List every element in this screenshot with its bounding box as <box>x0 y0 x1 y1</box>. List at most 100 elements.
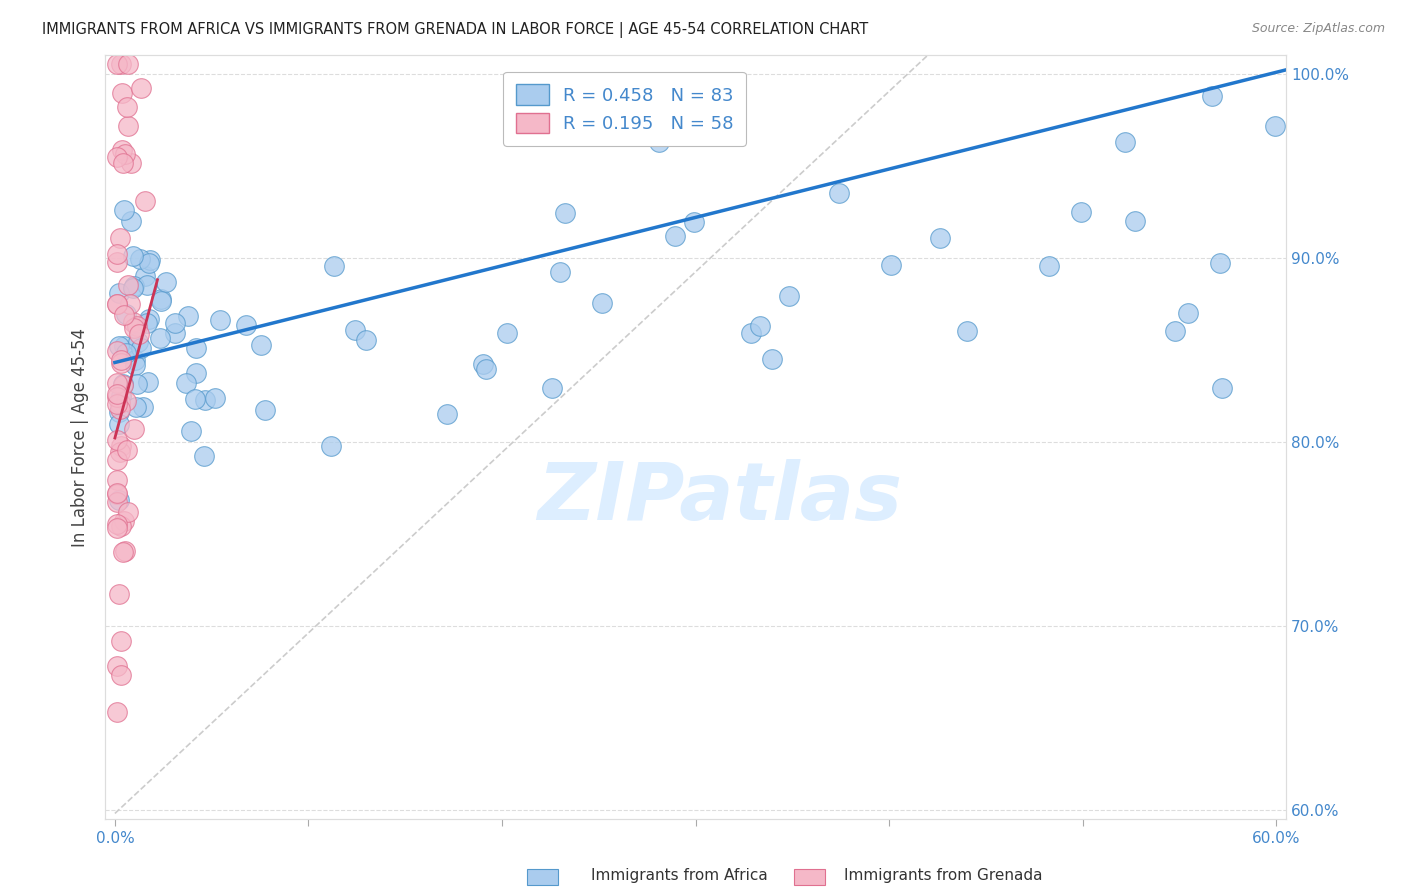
Point <box>495 326 517 340</box>
Y-axis label: In Labor Force | Age 45-54: In Labor Force | Age 45-54 <box>72 327 89 547</box>
Point <box>105 150 128 164</box>
Point <box>136 375 159 389</box>
Point <box>107 339 129 353</box>
Point <box>111 155 134 169</box>
Point <box>112 378 135 392</box>
Point <box>105 658 128 673</box>
Point <box>471 357 494 371</box>
Point <box>114 346 136 360</box>
Text: Immigrants from Grenada: Immigrants from Grenada <box>844 869 1042 883</box>
Point <box>135 316 157 330</box>
Point <box>105 453 128 467</box>
Point <box>129 341 152 355</box>
Point <box>134 194 156 208</box>
Point <box>475 361 498 376</box>
Point <box>250 338 273 352</box>
Point <box>209 313 232 327</box>
Point <box>117 504 139 518</box>
Point <box>112 339 135 353</box>
Point <box>122 281 145 295</box>
Point <box>1177 306 1199 320</box>
Point <box>105 255 128 269</box>
Point <box>1163 324 1185 338</box>
Point <box>114 203 136 218</box>
Point <box>184 342 207 356</box>
Point <box>110 439 132 453</box>
Point <box>105 433 128 447</box>
Point <box>128 327 150 342</box>
Point <box>105 390 128 404</box>
Text: Source: ZipAtlas.com: Source: ZipAtlas.com <box>1251 22 1385 36</box>
Point <box>125 377 148 392</box>
Point <box>321 439 343 453</box>
Point <box>125 401 148 415</box>
Point <box>163 326 186 340</box>
Point <box>105 486 128 500</box>
Point <box>105 57 128 71</box>
Point <box>1125 213 1147 227</box>
Text: IMMIGRANTS FROM AFRICA VS IMMIGRANTS FROM GRENADA IN LABOR FORCE | AGE 45-54 COR: IMMIGRANTS FROM AFRICA VS IMMIGRANTS FRO… <box>42 22 869 38</box>
Point <box>105 397 128 411</box>
Point <box>110 519 132 533</box>
Point <box>1070 204 1092 219</box>
Point <box>117 100 139 114</box>
Point <box>112 515 135 529</box>
Point <box>120 156 142 170</box>
Point <box>928 231 950 245</box>
Point <box>1038 260 1060 274</box>
Point <box>117 57 139 71</box>
Point <box>554 205 576 219</box>
Point <box>105 376 128 390</box>
Point <box>591 295 613 310</box>
Point <box>204 392 226 406</box>
Point <box>748 319 770 334</box>
Point <box>436 407 458 421</box>
Point <box>110 353 132 368</box>
Point <box>108 402 131 417</box>
Text: ZIPatlas: ZIPatlas <box>537 459 901 537</box>
Point <box>105 487 128 501</box>
Point <box>740 326 762 340</box>
Point <box>120 214 142 228</box>
Point <box>149 331 172 345</box>
Point <box>110 633 132 648</box>
Point <box>110 667 132 681</box>
Point <box>105 521 128 535</box>
Text: Immigrants from Africa: Immigrants from Africa <box>591 869 768 883</box>
Point <box>105 247 128 261</box>
Point <box>778 289 800 303</box>
Point <box>139 252 162 267</box>
Point <box>134 268 156 283</box>
Point <box>112 308 135 322</box>
Legend: R = 0.458   N = 83, R = 0.195   N = 58: R = 0.458 N = 83, R = 0.195 N = 58 <box>503 72 747 146</box>
Point <box>129 80 152 95</box>
Point <box>115 307 138 321</box>
Point <box>107 492 129 507</box>
Point <box>135 278 157 293</box>
Point <box>1209 256 1232 270</box>
Point <box>115 393 138 408</box>
Point <box>354 333 377 347</box>
Point <box>118 297 141 311</box>
Point <box>1114 136 1136 150</box>
Point <box>253 403 276 417</box>
Point <box>956 324 979 338</box>
Point <box>548 265 571 279</box>
Point <box>1201 89 1223 103</box>
Point <box>110 57 132 71</box>
Point <box>183 392 205 406</box>
Point <box>1264 119 1286 133</box>
Point <box>105 473 128 487</box>
Point <box>105 297 128 311</box>
Point <box>344 322 367 336</box>
Point <box>683 214 706 228</box>
Point <box>107 405 129 419</box>
Point <box>664 229 686 244</box>
Point <box>193 449 215 463</box>
Point <box>540 381 562 395</box>
Point <box>149 292 172 306</box>
Point <box>235 318 257 333</box>
Point <box>138 256 160 270</box>
Point <box>163 316 186 330</box>
Point <box>124 321 146 335</box>
